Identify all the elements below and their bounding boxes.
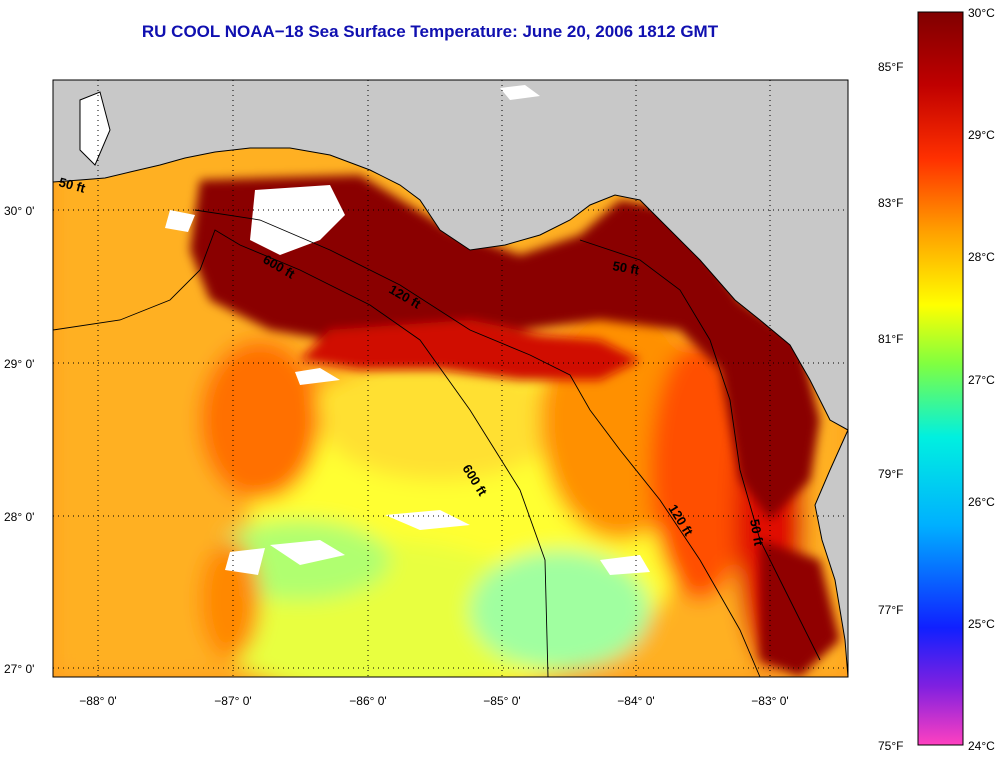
map-title: RU COOL NOAA−18 Sea Surface Temperature:…: [141, 22, 719, 41]
lon-label: −88° 0': [79, 694, 116, 708]
map-plot-area: [53, 80, 848, 677]
lat-label: 30° 0': [4, 204, 34, 218]
map-frame: [52, 79, 849, 678]
colorbar-fahrenheit-label: 79°F: [878, 467, 903, 481]
colorbar-celsius-label: 29°C: [968, 128, 995, 142]
lat-label: 29° 0': [4, 357, 34, 371]
lon-label: −87° 0': [214, 694, 251, 708]
lon-label: −86° 0': [349, 694, 386, 708]
inland-lake: [500, 85, 540, 100]
lon-label: −85° 0': [483, 694, 520, 708]
colorbar-celsius-label: 26°C: [968, 495, 995, 509]
contour-label: 50 ft: [747, 518, 767, 548]
colorbar: 30°C 29°C 28°C 27°C 26°C 25°C 24°C 85°F …: [878, 6, 995, 753]
cloud-mask: [165, 185, 650, 575]
colorbar-celsius-label: 27°C: [968, 373, 995, 387]
lon-label: −83° 0': [751, 694, 788, 708]
contour-label: 50 ft: [57, 174, 87, 196]
lat-label: 28° 0': [4, 510, 34, 524]
colorbar-celsius-label: 24°C: [968, 739, 995, 753]
lon-label: −84° 0': [617, 694, 654, 708]
colorbar-fahrenheit-label: 77°F: [878, 603, 903, 617]
colorbar-gradient: [917, 11, 964, 746]
colorbar-fahrenheit-label: 83°F: [878, 196, 903, 210]
colorbar-celsius-label: 25°C: [968, 617, 995, 631]
contour-label: 50 ft: [611, 258, 641, 278]
colorbar-fahrenheit-label: 75°F: [878, 739, 903, 753]
land-mass: [53, 80, 848, 431]
bay: [79, 91, 111, 166]
lat-label: 27° 0': [4, 662, 34, 676]
colorbar-fahrenheit-label: 85°F: [878, 60, 903, 74]
colorbar-fahrenheit-label: 81°F: [878, 332, 903, 346]
colorbar-celsius-label: 28°C: [968, 250, 995, 264]
colorbar-celsius-label: 30°C: [968, 6, 995, 20]
bathymetry-contours: [53, 209, 821, 677]
